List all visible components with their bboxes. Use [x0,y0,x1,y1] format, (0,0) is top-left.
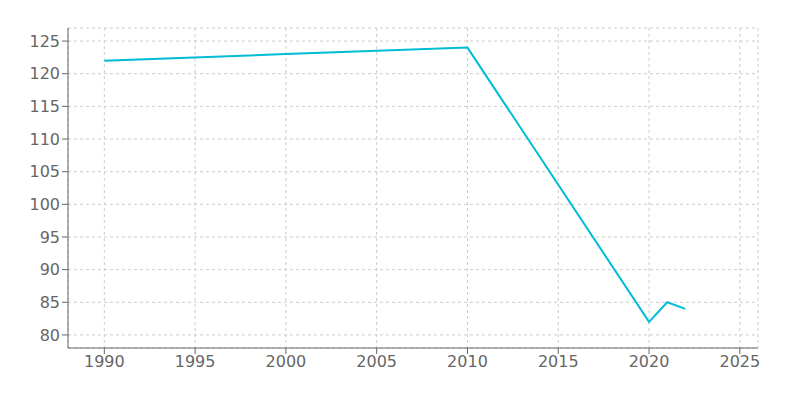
svg-text:85: 85 [40,293,60,312]
svg-text:80: 80 [40,326,60,345]
svg-text:110: 110 [29,130,60,149]
svg-text:95: 95 [40,228,60,247]
svg-text:125: 125 [29,32,60,51]
svg-text:1990: 1990 [84,352,125,371]
svg-text:90: 90 [40,260,60,279]
svg-text:2005: 2005 [356,352,397,371]
svg-text:2010: 2010 [447,352,488,371]
svg-text:105: 105 [29,162,60,181]
svg-text:100: 100 [29,195,60,214]
svg-text:115: 115 [29,97,60,116]
svg-text:2000: 2000 [266,352,307,371]
svg-text:2015: 2015 [538,352,579,371]
svg-text:2025: 2025 [719,352,760,371]
svg-text:2020: 2020 [629,352,670,371]
svg-text:120: 120 [29,64,60,83]
svg-text:1995: 1995 [175,352,216,371]
